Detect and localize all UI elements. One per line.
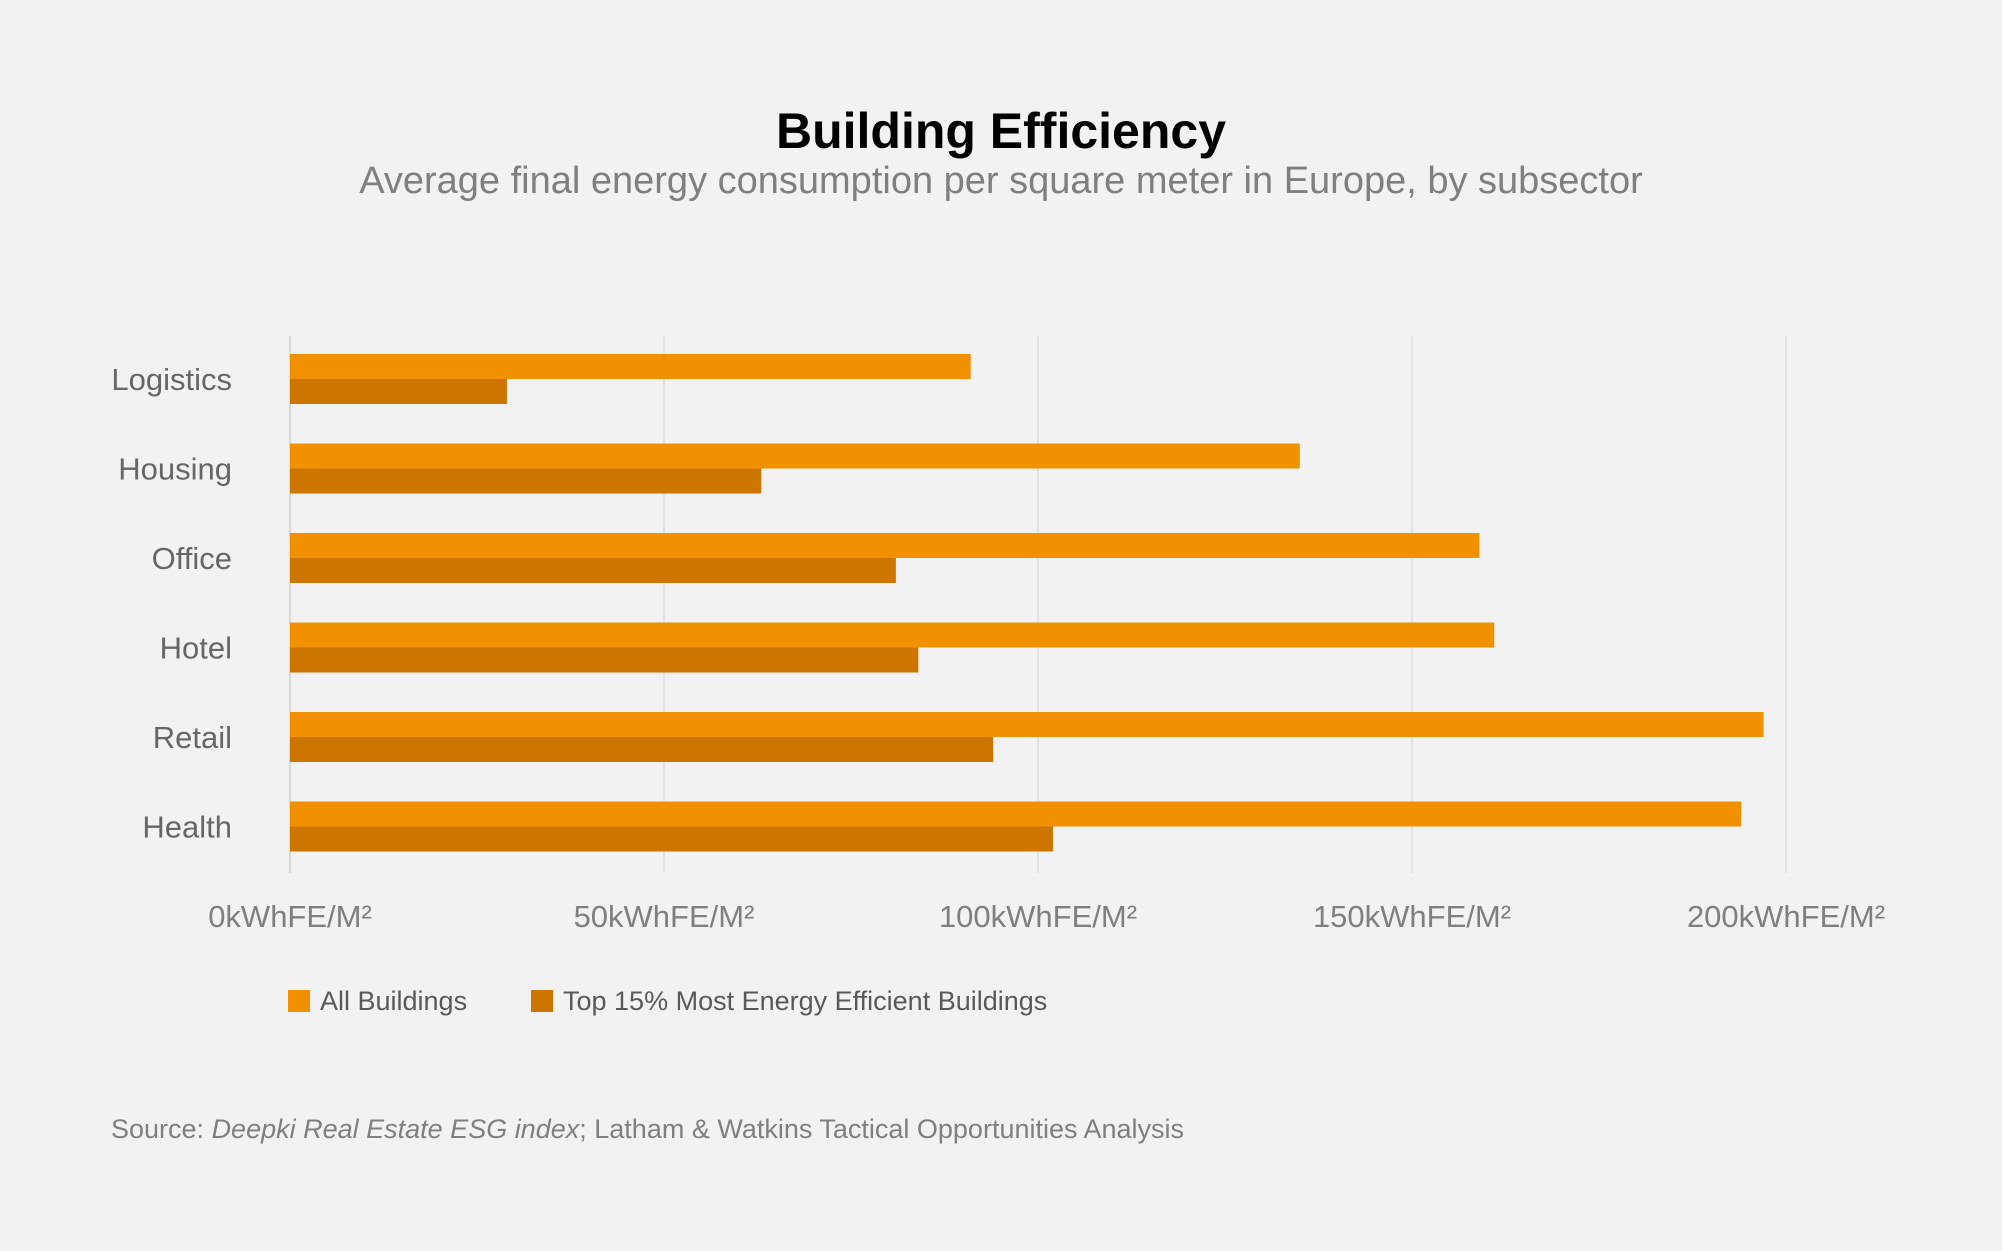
chart-title: Building Efficiency <box>776 103 1226 159</box>
x-tick-label: 0kWhFE/M² <box>208 899 372 934</box>
legend-label-1: All Buildings <box>320 986 467 1016</box>
source-note: Source: Deepki Real Estate ESG index; La… <box>111 1114 1184 1145</box>
source-prefix: Source: <box>111 1114 212 1144</box>
category-label-logistics: Logistics <box>111 362 232 397</box>
category-label-health: Health <box>142 810 232 845</box>
bars <box>290 354 1764 852</box>
gridlines <box>289 336 1787 873</box>
chart-subtitle: Average final energy consumption per squ… <box>359 160 1643 202</box>
x-tick-label: 50kWhFE/M² <box>574 899 755 934</box>
category-label-hotel: Hotel <box>160 631 232 666</box>
category-label-housing: Housing <box>118 452 232 487</box>
bar-retail-series-2 <box>290 737 994 762</box>
x-tick-label: 100kWhFE/M² <box>939 899 1137 934</box>
category-labels: Logistics Housing Office Hotel Retail Health <box>111 362 232 845</box>
x-tick-label: 150kWhFE/M² <box>1313 899 1511 934</box>
bar-housing-series-2 <box>290 468 762 494</box>
bar-housing-series-1 <box>290 443 1300 469</box>
bar-health-series-2 <box>290 826 1053 852</box>
bar-logistics-series-1 <box>290 354 971 379</box>
bar-hotel-series-1 <box>290 622 1495 648</box>
legend-label-2: Top 15% Most Energy Efficient Buildings <box>563 986 1047 1016</box>
bar-hotel-series-2 <box>290 647 919 673</box>
category-label-retail: Retail <box>153 720 232 755</box>
x-tick-label: 200kWhFE/M² <box>1687 899 1885 934</box>
source-italic: Deepki Real Estate ESG index <box>211 1114 580 1144</box>
bar-office-series-1 <box>290 533 1480 558</box>
source-suffix: ; Latham & Watkins Tactical Opportunitie… <box>579 1114 1185 1144</box>
bar-health-series-1 <box>290 801 1742 827</box>
legend: All Buildings Top 15% Most Energy Efficie… <box>288 986 1047 1016</box>
category-label-office: Office <box>152 541 232 576</box>
bar-retail-series-1 <box>290 712 1764 737</box>
legend-swatch-1 <box>288 990 310 1012</box>
bar-logistics-series-2 <box>290 379 507 404</box>
bar-office-series-2 <box>290 558 896 583</box>
x-tick-labels: 0kWhFE/M² 50kWhFE/M² 100kWhFE/M² 150kWhFE/M… <box>208 899 1885 934</box>
legend-swatch-2 <box>531 990 553 1012</box>
